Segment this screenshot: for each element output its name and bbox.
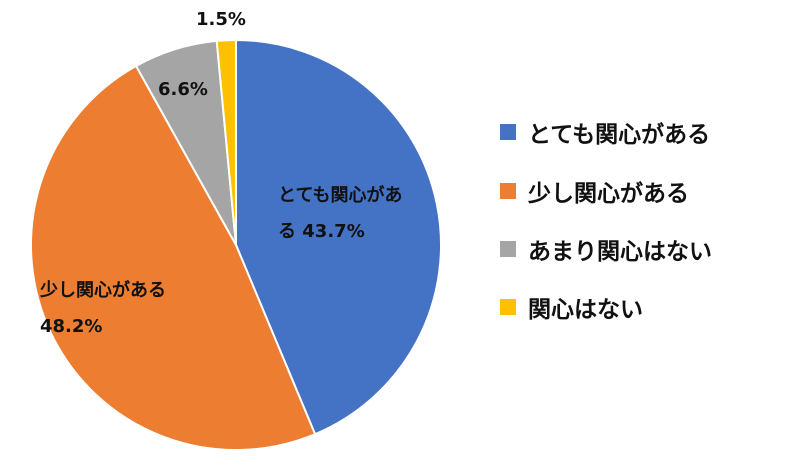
data-label: 少し関心がある 48.2% xyxy=(40,273,168,345)
data-label: とても関心がある 43.7% xyxy=(278,178,408,250)
legend-label: 関心はない xyxy=(528,297,643,323)
data-label-value: 48.2% xyxy=(40,316,103,337)
data-label: 1.5% xyxy=(196,2,266,38)
data-label-category: とても関心がある xyxy=(278,185,403,242)
data-label-value: 43.7% xyxy=(302,221,365,242)
data-label: 6.6% xyxy=(158,72,228,108)
legend-swatch xyxy=(500,124,516,140)
legend-label: あまり関心はない xyxy=(528,239,712,265)
legend-item: あまり関心はない xyxy=(500,234,712,265)
legend-item: 少し関心がある xyxy=(500,176,689,207)
legend-item: とても関心がある xyxy=(500,117,711,148)
data-label-category: 少し関心がある xyxy=(40,280,166,301)
legend-item: 関心はない xyxy=(500,292,643,323)
legend-swatch xyxy=(500,241,516,257)
slice xyxy=(215,38,237,246)
data-label-value: 6.6% xyxy=(158,79,208,100)
slice xyxy=(235,38,442,436)
legend-swatch xyxy=(500,299,516,315)
legend-label: とても関心がある xyxy=(528,122,711,148)
data-label-value: 1.5% xyxy=(196,9,246,30)
slice xyxy=(30,64,317,451)
legend-label: 少し関心がある xyxy=(528,181,689,207)
legend-swatch xyxy=(500,183,516,199)
